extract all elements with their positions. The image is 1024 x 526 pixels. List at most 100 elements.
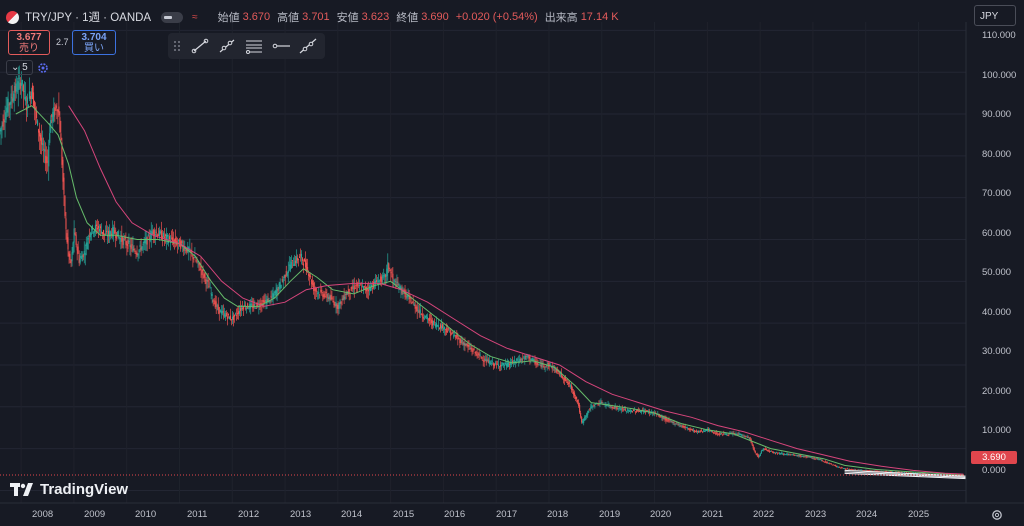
candle-body — [321, 289, 323, 293]
candle-body — [577, 399, 579, 403]
candle-body — [163, 236, 166, 238]
candle-body — [860, 469, 862, 471]
candle-body — [661, 416, 663, 418]
candle-body — [768, 450, 771, 452]
x-tick: 2018 — [547, 509, 569, 520]
high-value: 3.701 — [302, 11, 330, 23]
candle-body — [809, 456, 811, 458]
candle-body — [720, 433, 722, 435]
candle-body — [193, 258, 195, 260]
candle-body — [535, 362, 537, 363]
candle-body — [512, 360, 514, 364]
chart-settings-icon[interactable] — [991, 508, 1003, 526]
candle-body — [322, 294, 324, 297]
candle-body — [668, 419, 670, 421]
candle-body — [561, 376, 563, 379]
candle-body — [500, 364, 503, 367]
candle-body — [481, 357, 483, 359]
candle-body — [317, 292, 319, 294]
candle-body — [53, 107, 55, 117]
candle-body — [1, 125, 3, 127]
candle-body — [128, 241, 130, 243]
change-value: +0.020 (+0.54%) — [455, 11, 538, 23]
collapse-toggle[interactable] — [161, 11, 184, 23]
symbol-name[interactable]: TRY/JPY · 1週 · OANDA — [25, 12, 152, 24]
tradingview-logo[interactable]: TradingView — [10, 481, 128, 498]
currency-selector[interactable]: JPY — [974, 5, 1016, 26]
candle-body — [301, 258, 304, 261]
candle-body — [822, 460, 824, 462]
buy-button[interactable]: 3.704 買い — [72, 30, 116, 55]
y-tick: 0.000 — [982, 465, 1006, 476]
candle-body — [205, 279, 207, 284]
candle-body — [21, 79, 23, 85]
candle-body — [751, 443, 753, 446]
candle-body — [511, 363, 513, 365]
extended-line-icon[interactable] — [294, 33, 321, 59]
candle-body — [264, 300, 266, 302]
candle-body — [281, 279, 283, 281]
candle-body — [332, 301, 334, 302]
horizontal-ray-icon[interactable] — [267, 33, 294, 59]
candle-body — [605, 404, 607, 406]
candle-body — [240, 307, 242, 311]
trend-line-icon[interactable] — [186, 33, 213, 59]
candle-body — [159, 231, 161, 234]
y-tick: 70.000 — [982, 188, 1012, 199]
candle-body — [530, 359, 532, 361]
candle-body — [641, 410, 643, 413]
candle-body — [527, 354, 529, 357]
candle-body — [114, 230, 116, 234]
candle-body — [9, 102, 11, 106]
candle-body — [200, 265, 202, 270]
candle-body — [509, 364, 511, 366]
candle-body — [87, 237, 89, 240]
candle-body — [419, 309, 421, 314]
candle-body — [279, 282, 281, 289]
candle-body — [769, 451, 772, 453]
candle-body — [292, 264, 294, 266]
candle-body — [236, 313, 239, 315]
candle-body — [798, 455, 800, 457]
candle-body — [297, 259, 299, 260]
candle-body — [446, 328, 448, 333]
candle-body — [490, 363, 492, 365]
candle-body — [147, 234, 149, 237]
moving-average-line — [15, 105, 964, 476]
candle-body — [276, 287, 278, 295]
candle-body — [183, 248, 185, 251]
candle-body — [88, 235, 90, 237]
candle-body — [574, 392, 576, 397]
candle-body — [106, 231, 108, 233]
candle-body — [845, 468, 847, 470]
candle-body — [110, 231, 112, 235]
parallel-channel-icon[interactable] — [240, 33, 267, 59]
candle-body — [579, 404, 581, 413]
candle-body — [54, 108, 56, 116]
candle-body — [801, 456, 803, 457]
candle-body — [695, 430, 697, 432]
candle-body — [27, 105, 29, 107]
candle-body — [57, 109, 59, 113]
indicator-settings-icon[interactable] — [37, 61, 50, 74]
sell-button[interactable]: 3.677 売り — [8, 30, 50, 55]
candle-body — [827, 462, 829, 464]
candle-body — [275, 290, 277, 296]
ray-icon[interactable] — [213, 33, 240, 59]
candle-body — [948, 474, 950, 476]
candle-body — [412, 300, 414, 303]
candle-body — [869, 470, 871, 472]
candle-body — [84, 253, 86, 256]
candle-body — [468, 344, 470, 347]
indicator-toggle[interactable]: ⌄ 5 — [6, 60, 33, 75]
candle-body — [499, 365, 502, 367]
x-tick: 2023 — [805, 509, 827, 520]
candle-body — [532, 358, 534, 360]
candle-body — [11, 97, 13, 99]
candle-body — [267, 298, 269, 303]
candle-body — [693, 429, 695, 432]
candle-body — [675, 423, 677, 425]
candle-body — [712, 430, 714, 432]
drag-handle-icon[interactable] — [168, 33, 186, 59]
